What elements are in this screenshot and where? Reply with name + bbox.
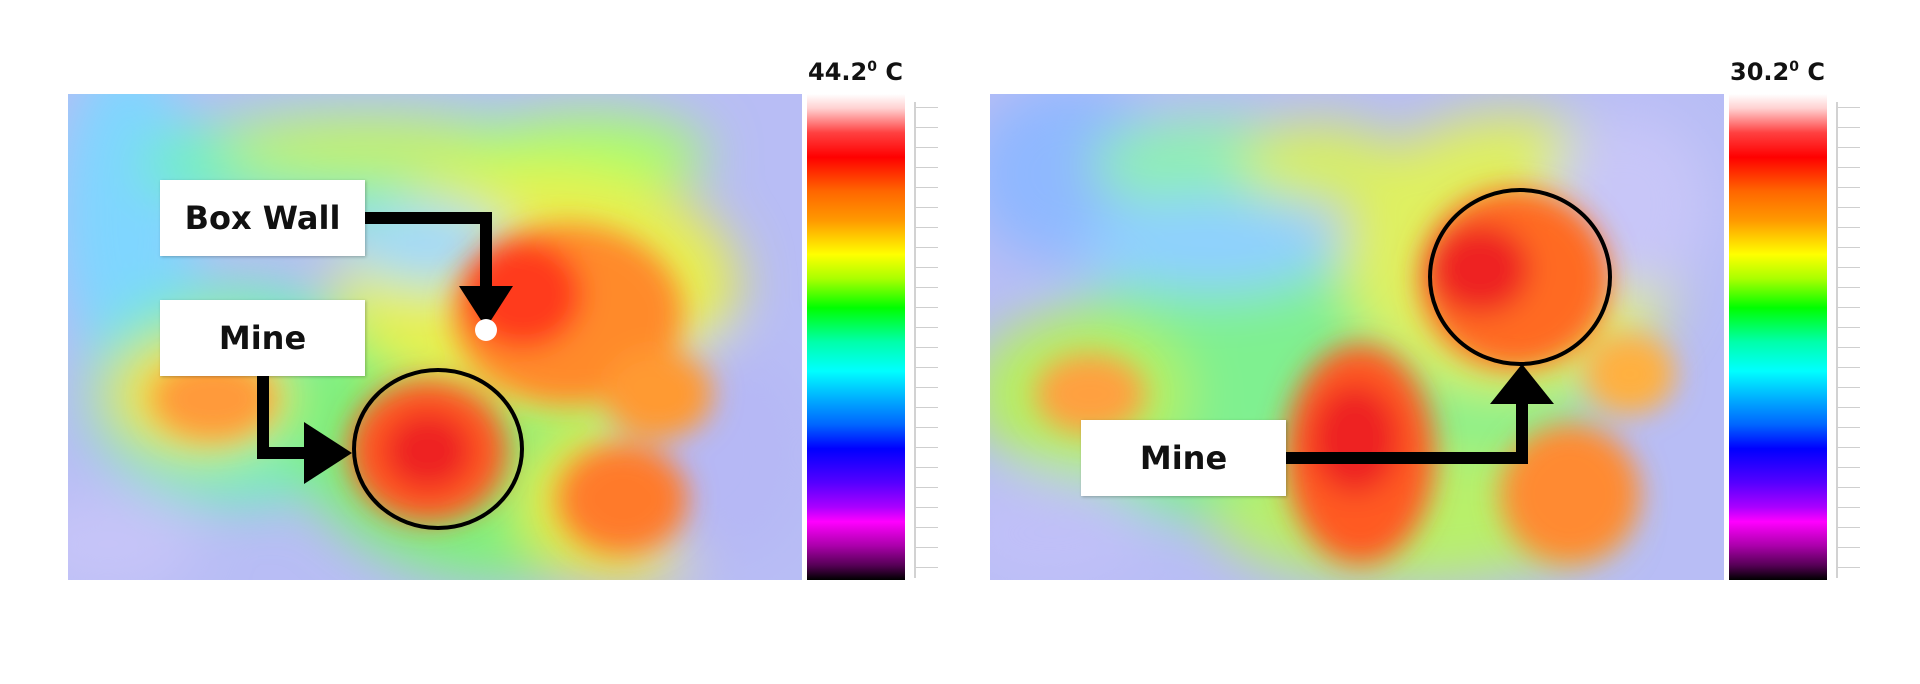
thermal-image-right xyxy=(990,94,1724,580)
temperature-colorbar-right xyxy=(1729,94,1827,580)
max-temp-value-right: 30.2 xyxy=(1730,58,1790,86)
callout-mine-left: Mine xyxy=(160,300,365,376)
temp-unit-left: C xyxy=(876,58,903,86)
callout-mine-right-text: Mine xyxy=(1139,439,1228,477)
max-temp-label-left: 44.20 C xyxy=(808,58,903,86)
temperature-colorbar-left xyxy=(807,94,905,580)
callout-mine-left-text: Mine xyxy=(218,319,307,357)
degree-mark-left: 0 xyxy=(867,59,877,75)
degree-mark-right: 0 xyxy=(1789,59,1799,75)
colorbar-scale-right xyxy=(1836,102,1866,578)
max-temp-value-left: 44.2 xyxy=(808,58,868,86)
colorbar-scale-left xyxy=(914,102,944,578)
temp-unit-right: C xyxy=(1798,58,1825,86)
callout-box-wall-text: Box Wall xyxy=(184,199,341,237)
max-temp-label-right: 30.20 C xyxy=(1730,58,1825,86)
callout-mine-right: Mine xyxy=(1081,420,1286,496)
callout-box-wall: Box Wall xyxy=(160,180,365,256)
